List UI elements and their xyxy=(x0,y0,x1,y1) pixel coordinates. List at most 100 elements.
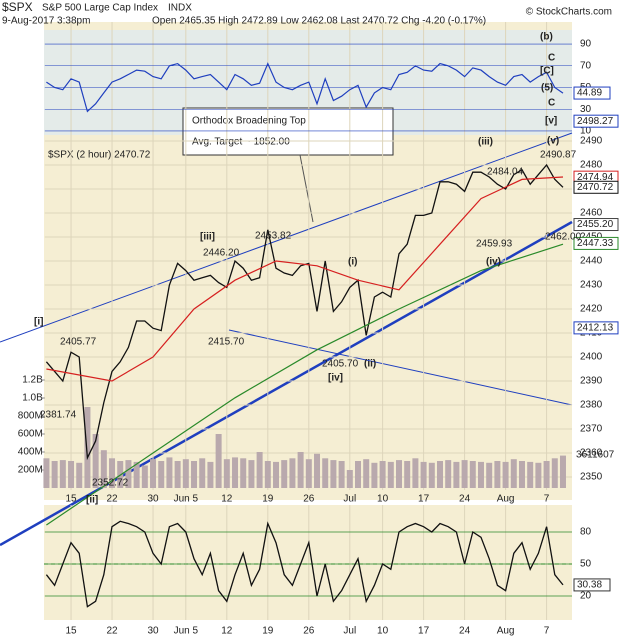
symbol: $SPX xyxy=(2,0,33,14)
volume-bar xyxy=(207,461,214,488)
volume-last: 3611607 xyxy=(576,450,615,461)
wave-label: [iv] xyxy=(328,373,343,384)
osc-last-box xyxy=(573,578,611,592)
x-tick-label: Aug xyxy=(497,626,515,637)
rsi-line xyxy=(46,62,564,113)
rsi-tick-label: 30 xyxy=(580,104,592,115)
y-tick-label: 2460 xyxy=(580,208,603,219)
x-tick-label: Jun 5 xyxy=(174,626,199,637)
exchange: INDX xyxy=(168,3,192,14)
x-tick-label: 26 xyxy=(303,494,315,505)
volume-bar xyxy=(289,458,296,488)
level-label: 2498.27 xyxy=(577,116,614,127)
osc-tick-label: 80 xyxy=(580,527,592,538)
wave-label: (b) xyxy=(540,32,553,43)
quote: Open 2465.35 High 2472.89 Low 2462.08 La… xyxy=(152,16,486,27)
y-tick-label: 2380 xyxy=(580,400,603,411)
x-tick-label: Jul xyxy=(343,494,356,505)
volume-bar xyxy=(92,434,99,488)
y-tick-label: 2430 xyxy=(580,280,603,291)
index-name: S&P 500 Large Cap Index xyxy=(42,3,158,14)
volume-bar xyxy=(100,450,107,488)
volume-bar xyxy=(223,459,230,488)
level-label: 2455.20 xyxy=(577,219,614,230)
volume-bar xyxy=(371,462,378,488)
level-label: 2412.13 xyxy=(577,323,614,334)
osc-last-label: 30.38 xyxy=(577,580,602,591)
volume-bar xyxy=(363,459,370,488)
wave-label: C xyxy=(548,53,555,64)
wave-label: [iii] xyxy=(200,232,215,243)
callout-box xyxy=(182,107,394,156)
volume-bar xyxy=(199,458,206,488)
x-tick-label: 22 xyxy=(106,494,118,505)
timestamp: 9-Aug-2017 3:38pm xyxy=(2,16,90,27)
y-tick-label: 2490 xyxy=(580,136,603,147)
volume-bar xyxy=(510,459,517,488)
price-line xyxy=(46,176,564,382)
volume-bar xyxy=(84,407,91,488)
volume-bar xyxy=(240,458,247,488)
x-tick-label: Aug xyxy=(497,494,515,505)
wave-label: [C] xyxy=(540,66,554,77)
volume-bar xyxy=(109,458,116,488)
rsi-tick-label: 70 xyxy=(580,60,592,71)
level-box xyxy=(573,180,619,194)
volume-bar xyxy=(543,461,550,488)
volume-bar xyxy=(141,465,148,488)
x-tick-label: 10 xyxy=(377,494,389,505)
y-tick-label: 2480 xyxy=(580,160,603,171)
volume-tick-label: 600M xyxy=(18,429,43,440)
volume-bar xyxy=(51,461,58,488)
volume-bar xyxy=(297,452,304,488)
volume-bar xyxy=(461,460,468,488)
volume-bar xyxy=(346,470,353,488)
volume-bar xyxy=(314,453,321,488)
level-label: 2447.33 xyxy=(577,238,614,249)
lower-trendline xyxy=(0,220,573,547)
rsi-last-label: 44.89 xyxy=(577,88,602,99)
volume-bar xyxy=(453,461,460,488)
wave-label: (i) xyxy=(348,257,357,268)
volume-bar xyxy=(404,461,411,488)
x-tick-label: 7 xyxy=(544,494,550,505)
wave-label: [i] xyxy=(34,317,43,328)
source: © StockCharts.com xyxy=(526,7,612,18)
y-tick-label: 2390 xyxy=(580,376,603,387)
price-line xyxy=(46,243,564,526)
x-tick-label: 22 xyxy=(106,626,118,637)
x-tick-label: 17 xyxy=(418,494,430,505)
volume-bar xyxy=(387,461,394,488)
rsi-tick-label: 90 xyxy=(580,39,592,50)
volume-bar xyxy=(469,461,476,488)
volume-bar xyxy=(273,461,280,488)
volume-bar xyxy=(338,461,345,488)
price-label: 2415.70 xyxy=(208,337,245,348)
volume-tick-label: 200M xyxy=(18,465,43,476)
y-tick-label: 2350 xyxy=(580,472,603,483)
volume-bar xyxy=(330,460,337,488)
level-box xyxy=(573,321,619,335)
volume-bar xyxy=(166,457,173,488)
price-label: 2484.04 xyxy=(487,167,524,178)
volume-bar xyxy=(174,461,181,488)
x-tick-label: 10 xyxy=(377,626,389,637)
wave-label: (iv) xyxy=(486,257,501,268)
callout-target: Avg. Target ~ 1852.00 xyxy=(192,137,290,148)
x-tick-label: 30 xyxy=(147,626,159,637)
wave-label: (iii) xyxy=(478,137,493,148)
volume-bar xyxy=(551,458,558,488)
price-label: 2405.70 xyxy=(322,359,359,370)
wave-label: (5) xyxy=(541,83,553,94)
price-label: 2446.20 xyxy=(203,248,240,259)
x-tick-label: 17 xyxy=(418,626,430,637)
y-tick-label: 2420 xyxy=(580,304,603,315)
level-label: 2474.94 xyxy=(577,172,614,183)
volume-bar xyxy=(518,461,525,488)
volume-bar xyxy=(133,461,140,488)
x-tick-label: 12 xyxy=(221,494,233,505)
volume-bar xyxy=(59,460,66,488)
volume-bar xyxy=(535,462,542,488)
volume-bar xyxy=(527,461,534,488)
x-tick-label: Jul xyxy=(343,626,356,637)
